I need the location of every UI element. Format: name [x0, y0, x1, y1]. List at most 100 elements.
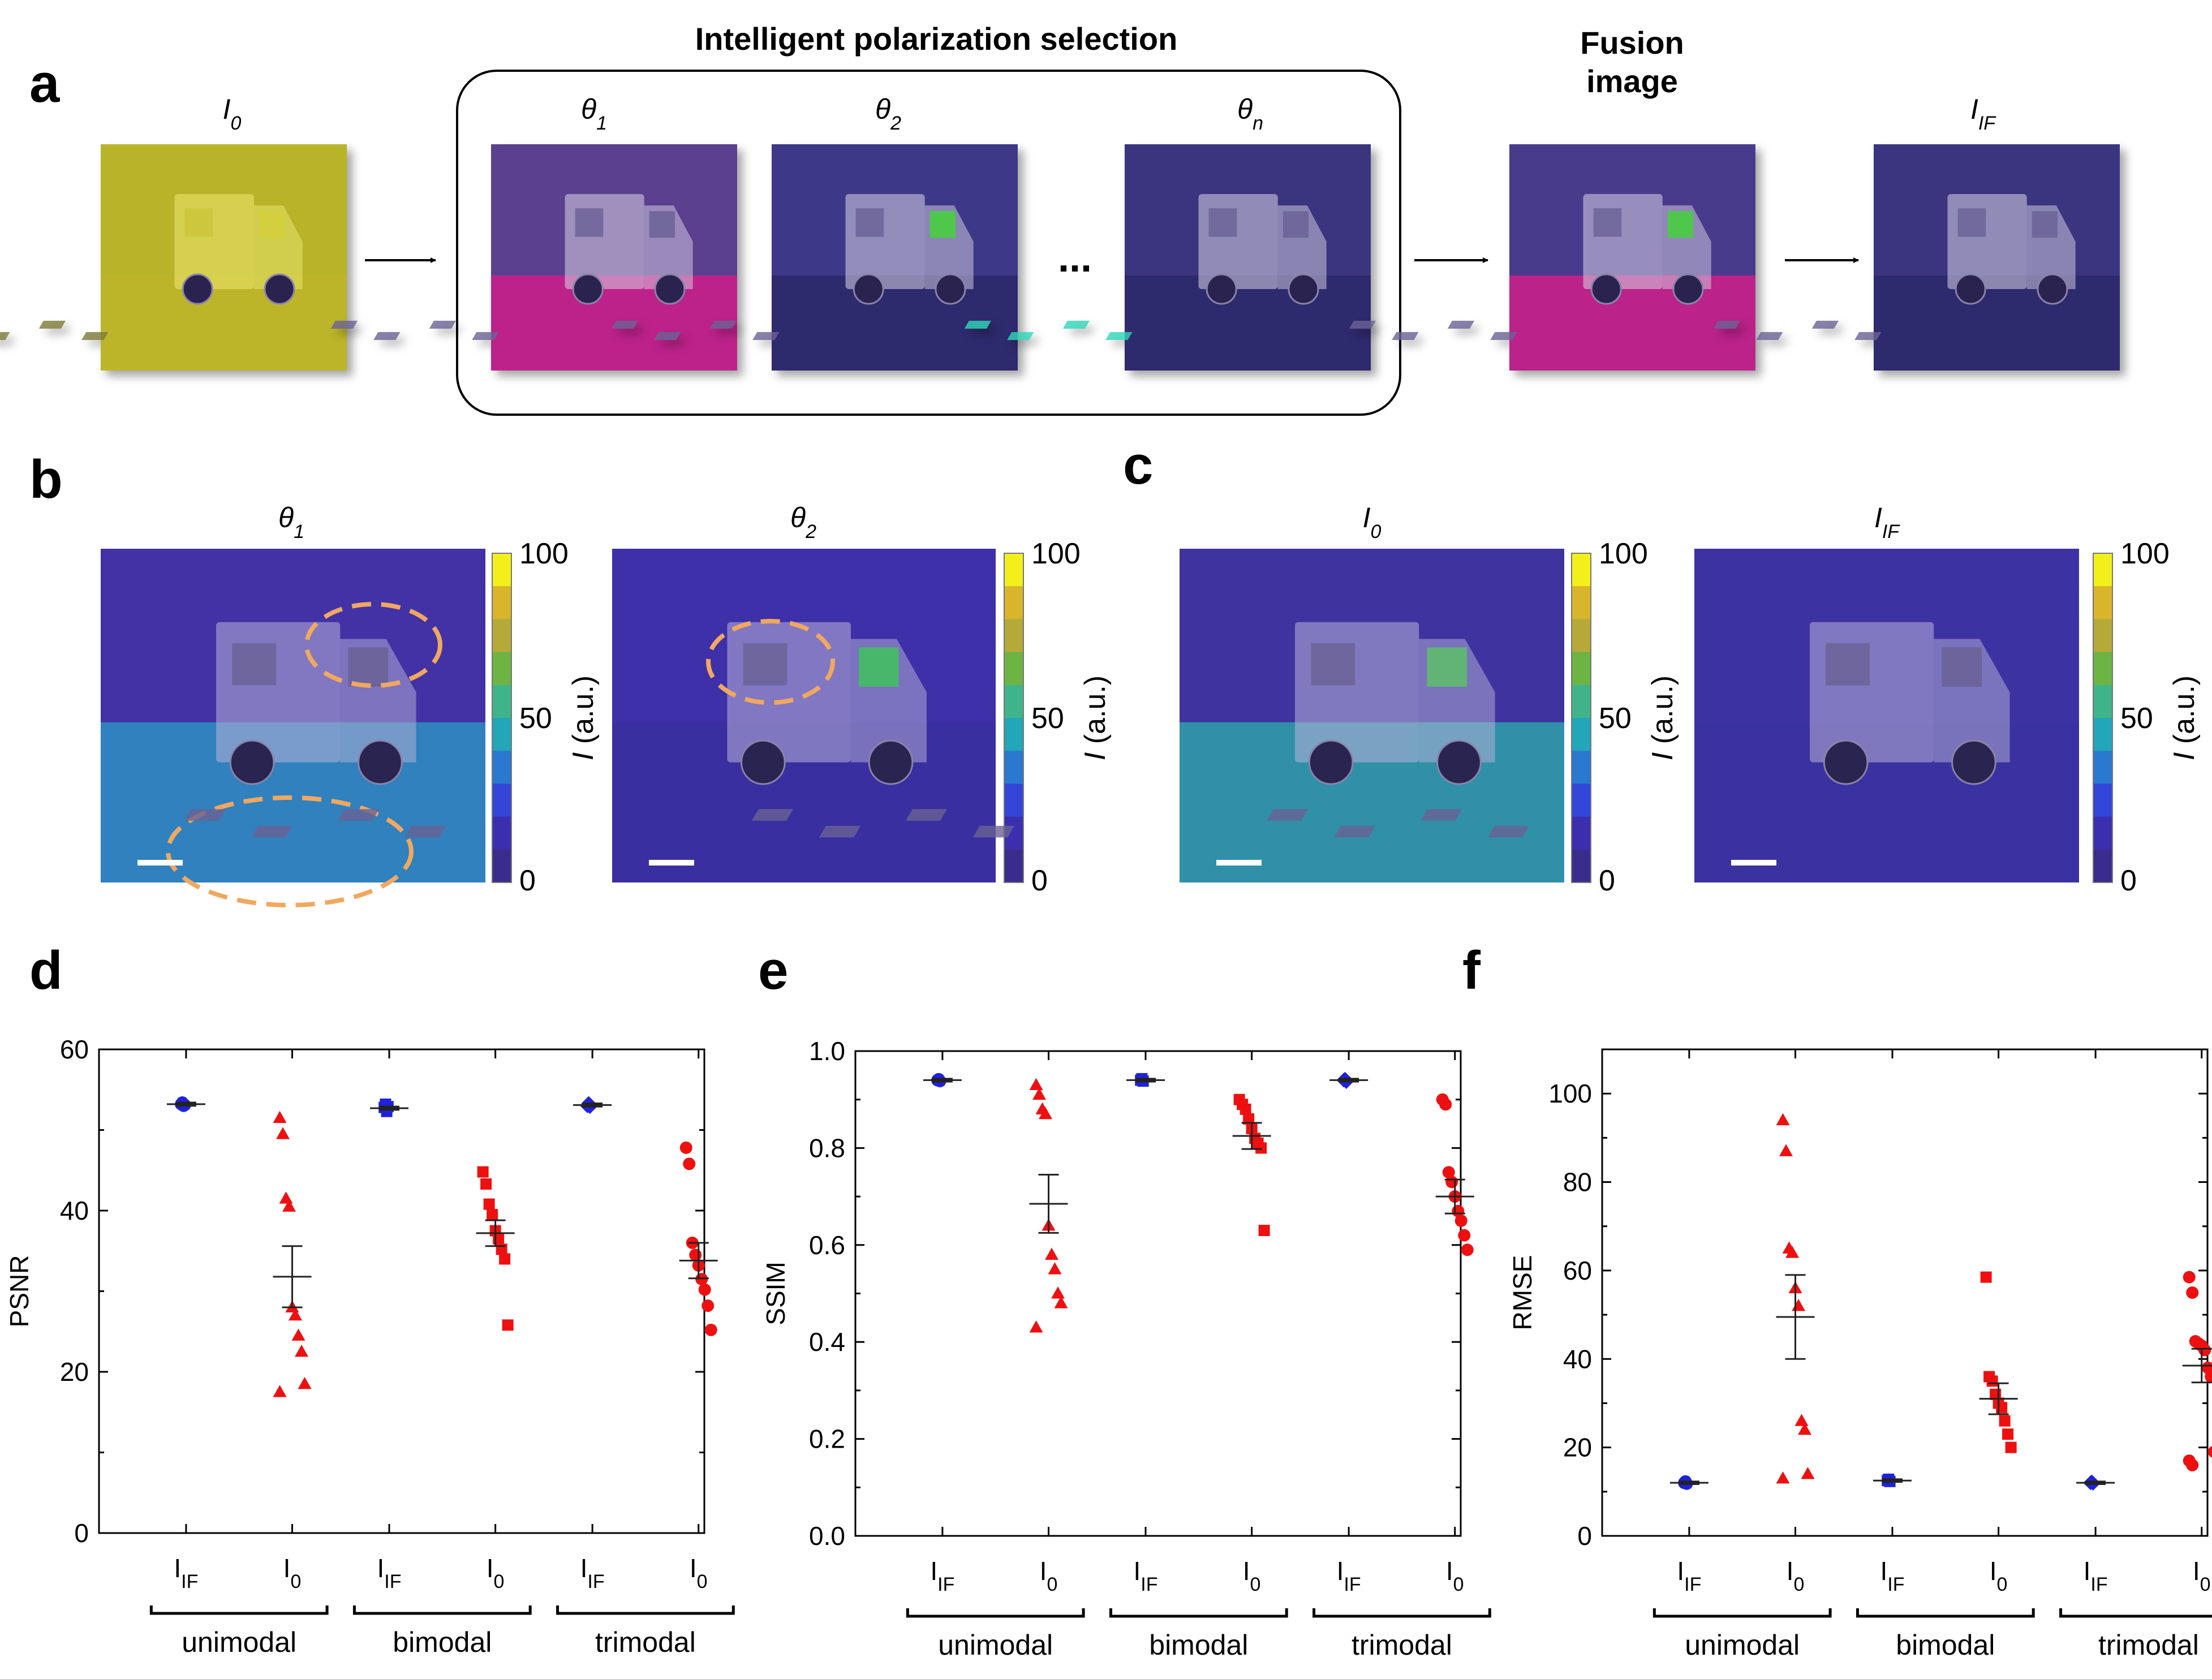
colorbar-step: [2093, 751, 2112, 785]
data-point: [698, 1283, 711, 1296]
y-tick-label: 0: [74, 1518, 89, 1548]
colorbar-step: [1572, 849, 1591, 883]
intensity-map-1: [184, 549, 996, 882]
series-IIF-bimodal: [1873, 1473, 1912, 1487]
data-point: [1798, 1422, 1812, 1435]
colorbar-step: [1004, 751, 1023, 785]
x-tick-label: I0: [1787, 1556, 1805, 1595]
y-tick-label: 0.4: [809, 1327, 845, 1357]
panel-a-label-2: θ2: [875, 93, 901, 134]
colorbar-step: [1004, 586, 1023, 620]
floor-tile: [1490, 332, 1517, 340]
chart-e: 0.0 0.2 0.4 0.6 0.8 1.0 SSIM IIF I0 IIF I0 IIF I0 uni…: [761, 1036, 1491, 1661]
data-point: [298, 1376, 312, 1389]
x-tick-label: IIF: [1677, 1556, 1701, 1595]
floor-tile: [1447, 321, 1474, 329]
y-tick-label: 0.2: [809, 1424, 845, 1454]
floor-tile: [404, 825, 446, 838]
floor-tile: [1105, 332, 1133, 340]
floor-tile: [654, 332, 681, 340]
floor-tile: [1007, 332, 1034, 340]
data-point: [502, 1319, 514, 1331]
y-tick-label: 40: [60, 1196, 89, 1225]
colorbar: 100 50 0 I (a.u.): [492, 537, 600, 897]
data-point: [480, 1178, 492, 1190]
panel-letter-b: b: [29, 449, 63, 510]
data-point: [702, 1299, 715, 1312]
truck-wheel: [868, 739, 914, 785]
truck-wheel: [741, 739, 786, 785]
series-I0-bimodal: [476, 1166, 515, 1331]
panel-a-image-3: [964, 144, 1371, 371]
panel-letter-f: f: [1462, 940, 1481, 1001]
colorbar-step: [492, 652, 511, 686]
colorbar-step: [1572, 684, 1591, 718]
highlight-ellipse: [304, 602, 442, 688]
floor-tile: [1420, 809, 1462, 821]
colorbar-tick: 0: [1599, 864, 1615, 897]
scale-bar: [649, 860, 694, 866]
colorbar-step: [2093, 553, 2112, 587]
scale-bar: [1216, 860, 1262, 866]
colorbar-tick: 100: [1599, 537, 1648, 570]
truck-logo: [1593, 208, 1622, 237]
colorbar-step: [2093, 849, 2112, 883]
floor-tile: [38, 321, 66, 329]
colorbar-label: I (a.u.): [567, 675, 600, 760]
data-point: [2005, 1441, 2017, 1453]
truck-logo: [1208, 208, 1237, 237]
data-point: [289, 1308, 303, 1321]
floor-tile: [1756, 332, 1783, 340]
panel-letter-e: e: [758, 940, 788, 1001]
data-point: [2205, 1370, 2212, 1383]
data-point: [1999, 1415, 2011, 1427]
panel-a-image-1: [330, 144, 737, 371]
colorbar-step: [1004, 684, 1023, 718]
data-point: [1785, 1246, 1800, 1258]
truck-wheel: [853, 273, 884, 305]
colorbar-step: [2093, 718, 2112, 752]
map-label-1: θ2: [790, 502, 816, 543]
truck-wheel: [1955, 273, 1986, 305]
group-label-bimodal: bimodal: [1896, 1629, 1995, 1661]
colorbar-tick: 0: [519, 864, 536, 897]
truck-window: [2032, 211, 2058, 238]
fusion-title-line1: Fusion: [1580, 25, 1684, 61]
colorbar-step: [492, 751, 511, 785]
series-I0-unimodal: [273, 1110, 312, 1397]
truck-window: [649, 211, 675, 238]
map-label-2: I0: [1363, 502, 1382, 543]
floor-tile: [330, 321, 358, 329]
group-bracket: [1109, 1608, 1288, 1618]
group-bracket: [352, 1605, 532, 1615]
truck-wheel: [654, 273, 686, 305]
truck-window: [348, 647, 389, 687]
colorbar-tick: 0: [1031, 864, 1048, 897]
colorbar-step: [492, 849, 511, 883]
panel-a-label-1: θ1: [581, 93, 607, 134]
data-point: [1461, 1243, 1474, 1256]
colorbar-step: [2093, 816, 2112, 850]
intensity-map-2: [751, 549, 1564, 882]
ellipsis: ...: [1058, 235, 1092, 281]
colorbar: 100 50 0 I (a.u.): [2093, 537, 2201, 897]
colorbar-step: [1572, 718, 1591, 752]
colorbar-step: [1004, 619, 1023, 653]
floor-tile: [819, 825, 861, 838]
panel-letter-d: d: [29, 940, 63, 1001]
y-tick-label: 60: [1563, 1256, 1592, 1285]
floor-tile: [752, 332, 780, 340]
data-point: [1442, 1166, 1455, 1179]
y-axis-label: SSIM: [761, 1262, 790, 1325]
truck-window: [1667, 211, 1694, 238]
colorbar-step: [1572, 586, 1591, 620]
photo-floor: [1509, 275, 1755, 371]
group-bracket: [1856, 1608, 2035, 1618]
scale-bar: [137, 860, 183, 866]
colorbar-step: [2093, 619, 2112, 653]
floor-tile: [81, 332, 109, 340]
truck-logo: [1826, 643, 1870, 686]
group-label-bimodal: bimodal: [1149, 1629, 1248, 1661]
colorbar-label: I (a.u.): [1646, 675, 1679, 760]
photo-floor: [1125, 275, 1371, 371]
